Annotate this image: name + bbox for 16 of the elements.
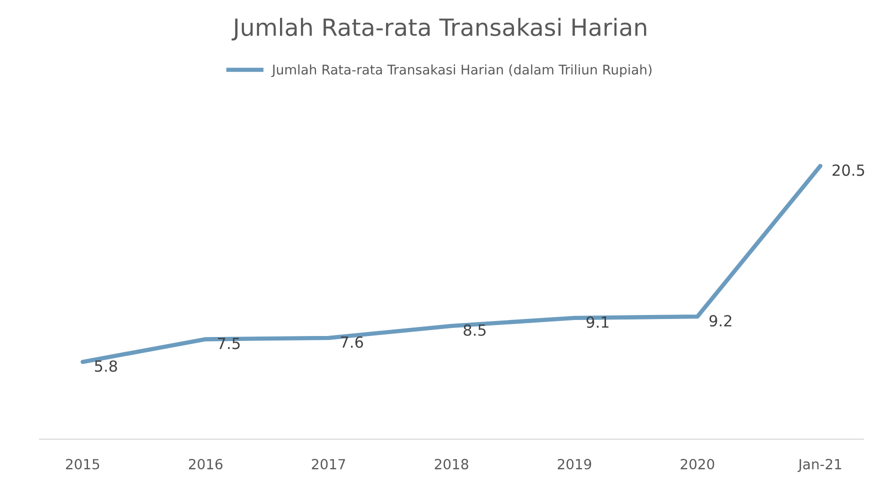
data-label: 20.5 (832, 164, 864, 176)
x-tick-label: 2015 (66, 458, 100, 470)
x-tick-label: 2020 (680, 458, 714, 470)
data-label: 5.8 (94, 360, 118, 372)
data-label: 7.5 (218, 338, 240, 350)
x-tick-label: 2018 (434, 458, 468, 470)
x-tick-label: Jan-21 (798, 458, 842, 472)
x-tick-label: 2019 (558, 458, 592, 470)
chart-title: Jumlah Rata-rata Transakasi Harian (232, 18, 646, 41)
x-tick-label: 2017 (312, 458, 346, 470)
legend-label: Jumlah Rata-rata Transakasi Harian (dalam Triliun Rupiah) (271, 64, 652, 78)
data-label: 9.1 (586, 316, 608, 328)
data-label: 7.6 (340, 336, 364, 348)
x-tick-label: 2016 (188, 458, 222, 470)
data-label: 9.2 (709, 315, 732, 327)
data-label: 8.5 (464, 324, 486, 336)
